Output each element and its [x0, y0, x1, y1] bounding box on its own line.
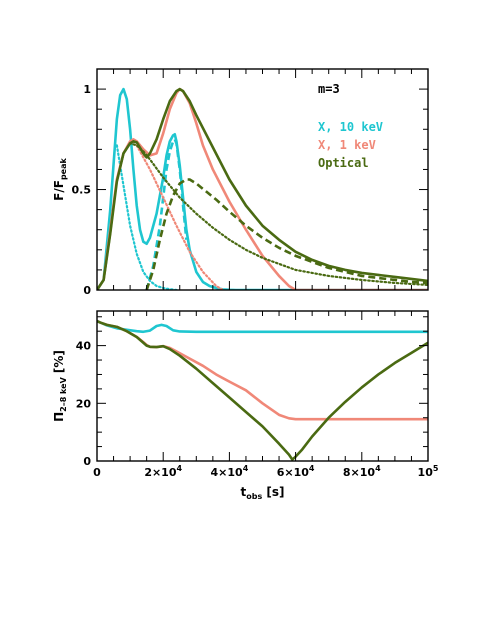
y-tick-label: 20: [76, 397, 92, 410]
y-axis-label: F/Fpeak: [52, 157, 68, 200]
series-line-2-solid: [97, 319, 428, 461]
y-tick-label: 40: [76, 340, 92, 353]
x-tick-label: 105: [418, 464, 439, 479]
y-tick-label: 0.5: [72, 184, 92, 197]
y-tick-label: 0: [83, 455, 91, 468]
series-line-6-dashed: [145, 178, 428, 290]
series-line-4-dotted: [135, 144, 224, 290]
series-line-0-solid: [97, 87, 428, 290]
legend-entry: X, 10 keV: [318, 120, 383, 134]
legend-entry: X, 1 keV: [318, 138, 376, 152]
series-line-0-solid: [97, 319, 428, 334]
top-panel-flux: 0 0.5 1 F/Fpeak m=3 X, 10 keV X, 1 keV Optical: [52, 68, 429, 297]
x-axis-label: tobs [s]: [240, 485, 284, 501]
bottom-panel-polarization: 0 20 40 0 2×104 4×104 6×104 8×104 105 Π2–8 keV [%…: [52, 310, 439, 501]
x-tick-label: 6×104: [277, 464, 315, 479]
x-tick-label: 2×104: [144, 464, 182, 479]
x-tick-label: 8×104: [343, 464, 381, 479]
y-tick-label: 0: [83, 284, 91, 297]
series-line-2-dotted: [115, 144, 178, 290]
series-line-7-dotted: [97, 142, 428, 290]
series-line-1-dashed: [145, 138, 188, 290]
plot-frame: [96, 310, 429, 462]
legend-entry: Optical: [318, 156, 369, 170]
series-group: [97, 319, 428, 461]
series-line-1-solid: [97, 319, 428, 421]
x-tick-label: 0: [93, 466, 101, 479]
series-group: [97, 87, 428, 290]
annotation-m: m=3: [318, 82, 340, 96]
y-tick-label: 1: [83, 83, 91, 96]
x-tick-label: 4×104: [211, 464, 249, 479]
y-axis-label: Π2–8 keV [%]: [52, 350, 68, 422]
